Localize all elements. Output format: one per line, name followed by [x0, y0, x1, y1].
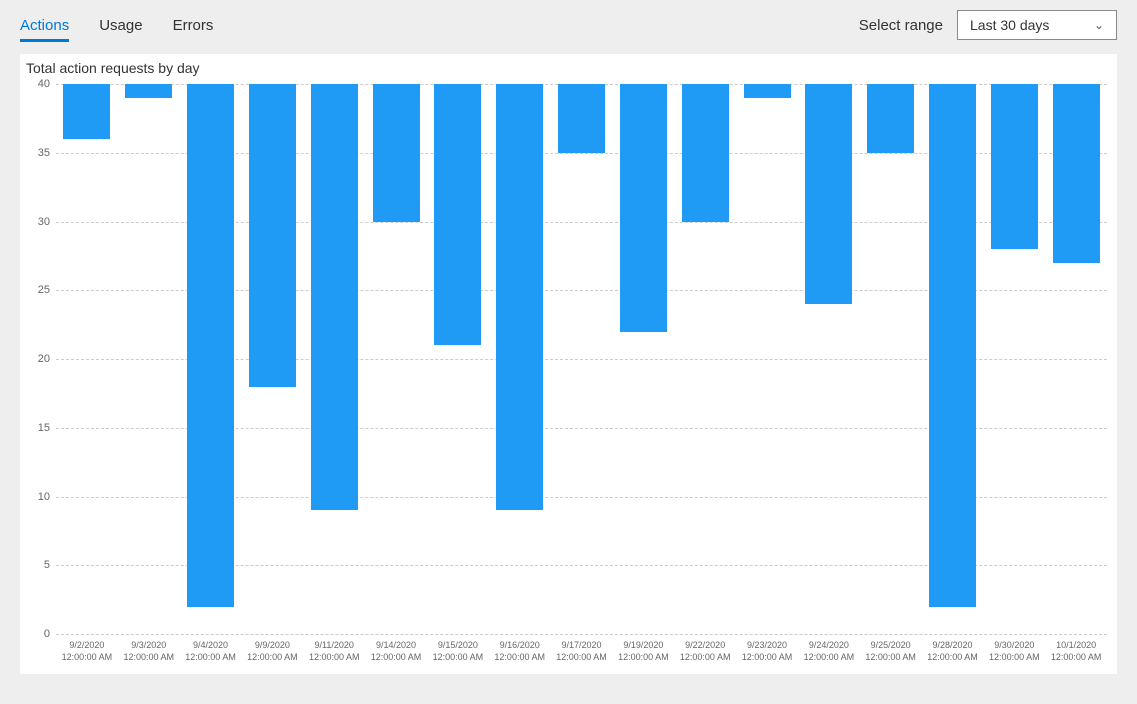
xtick-label: 9/11/2020 12:00:00 AM	[309, 634, 360, 663]
bars: 9/2/2020 12:00:00 AM9/3/2020 12:00:00 AM…	[56, 84, 1107, 634]
ytick-label: 10	[38, 491, 56, 503]
xtick-label: 9/3/2020 12:00:00 AM	[123, 634, 174, 663]
xtick-label: 9/23/2020 12:00:00 AM	[742, 634, 793, 663]
chart-title: Total action requests by day	[26, 60, 200, 76]
xtick-label: 9/9/2020 12:00:00 AM	[247, 634, 298, 663]
bar-slot: 9/15/2020 12:00:00 AM	[427, 84, 489, 634]
bar-slot: 10/1/2020 12:00:00 AM	[1045, 84, 1107, 634]
bar[interactable]	[991, 84, 1038, 249]
xtick-label: 9/22/2020 12:00:00 AM	[680, 634, 731, 663]
bar[interactable]	[125, 84, 172, 98]
xtick-label: 10/1/2020 12:00:00 AM	[1051, 634, 1102, 663]
bar[interactable]	[496, 84, 543, 510]
ytick-label: 5	[44, 559, 56, 571]
range-label: Select range	[859, 17, 943, 34]
tabs: Actions Usage Errors	[20, 11, 213, 40]
xtick-label: 9/25/2020 12:00:00 AM	[865, 634, 916, 663]
bar-slot: 9/3/2020 12:00:00 AM	[118, 84, 180, 634]
ytick-label: 20	[38, 353, 56, 365]
bar[interactable]	[311, 84, 358, 510]
chart-area: 0510152025303540 9/2/2020 12:00:00 AM9/3…	[56, 84, 1107, 634]
bar[interactable]	[187, 84, 234, 607]
bar-slot: 9/30/2020 12:00:00 AM	[983, 84, 1045, 634]
chart-card: Total action requests by day 05101520253…	[20, 54, 1117, 674]
ytick-label: 35	[38, 147, 56, 159]
xtick-label: 9/30/2020 12:00:00 AM	[989, 634, 1040, 663]
tab-actions[interactable]: Actions	[20, 11, 69, 40]
bar-slot: 9/19/2020 12:00:00 AM	[612, 84, 674, 634]
range-select-value: Last 30 days	[970, 17, 1049, 33]
bar-slot: 9/22/2020 12:00:00 AM	[674, 84, 736, 634]
bar[interactable]	[867, 84, 914, 153]
xtick-label: 9/17/2020 12:00:00 AM	[556, 634, 607, 663]
bar[interactable]	[434, 84, 481, 345]
page: Actions Usage Errors Select range Last 30 …	[0, 0, 1137, 704]
xtick-label: 9/16/2020 12:00:00 AM	[494, 634, 545, 663]
bar-slot: 9/9/2020 12:00:00 AM	[241, 84, 303, 634]
bar-slot: 9/11/2020 12:00:00 AM	[303, 84, 365, 634]
bar[interactable]	[373, 84, 420, 222]
ytick-label: 30	[38, 216, 56, 228]
xtick-label: 9/15/2020 12:00:00 AM	[433, 634, 484, 663]
xtick-label: 9/28/2020 12:00:00 AM	[927, 634, 978, 663]
xtick-label: 9/2/2020 12:00:00 AM	[62, 634, 113, 663]
bar-slot: 9/25/2020 12:00:00 AM	[860, 84, 922, 634]
bar[interactable]	[929, 84, 976, 607]
ytick-label: 0	[44, 628, 56, 640]
bar[interactable]	[805, 84, 852, 304]
xtick-label: 9/4/2020 12:00:00 AM	[185, 634, 236, 663]
bar[interactable]	[682, 84, 729, 222]
bar[interactable]	[558, 84, 605, 153]
tab-usage[interactable]: Usage	[99, 11, 142, 40]
bar-slot: 9/23/2020 12:00:00 AM	[736, 84, 798, 634]
range-select[interactable]: Last 30 days ⌄	[957, 10, 1117, 40]
bar[interactable]	[1053, 84, 1100, 263]
chevron-down-icon: ⌄	[1094, 18, 1104, 32]
bar-slot: 9/14/2020 12:00:00 AM	[365, 84, 427, 634]
bar-slot: 9/24/2020 12:00:00 AM	[798, 84, 860, 634]
bar-slot: 9/17/2020 12:00:00 AM	[551, 84, 613, 634]
range-group: Select range Last 30 days ⌄	[859, 10, 1117, 40]
bar-slot: 9/28/2020 12:00:00 AM	[922, 84, 984, 634]
xtick-label: 9/14/2020 12:00:00 AM	[371, 634, 422, 663]
bar-slot: 9/2/2020 12:00:00 AM	[56, 84, 118, 634]
xtick-label: 9/19/2020 12:00:00 AM	[618, 634, 669, 663]
bar[interactable]	[744, 84, 791, 98]
header: Actions Usage Errors Select range Last 30 …	[0, 0, 1137, 54]
ytick-label: 40	[38, 78, 56, 90]
ytick-label: 15	[38, 422, 56, 434]
xtick-label: 9/24/2020 12:00:00 AM	[804, 634, 855, 663]
tab-errors[interactable]: Errors	[173, 11, 214, 40]
bar-slot: 9/4/2020 12:00:00 AM	[180, 84, 242, 634]
bar-slot: 9/16/2020 12:00:00 AM	[489, 84, 551, 634]
bar[interactable]	[63, 84, 110, 139]
bar[interactable]	[620, 84, 667, 332]
bar[interactable]	[249, 84, 296, 387]
ytick-label: 25	[38, 284, 56, 296]
